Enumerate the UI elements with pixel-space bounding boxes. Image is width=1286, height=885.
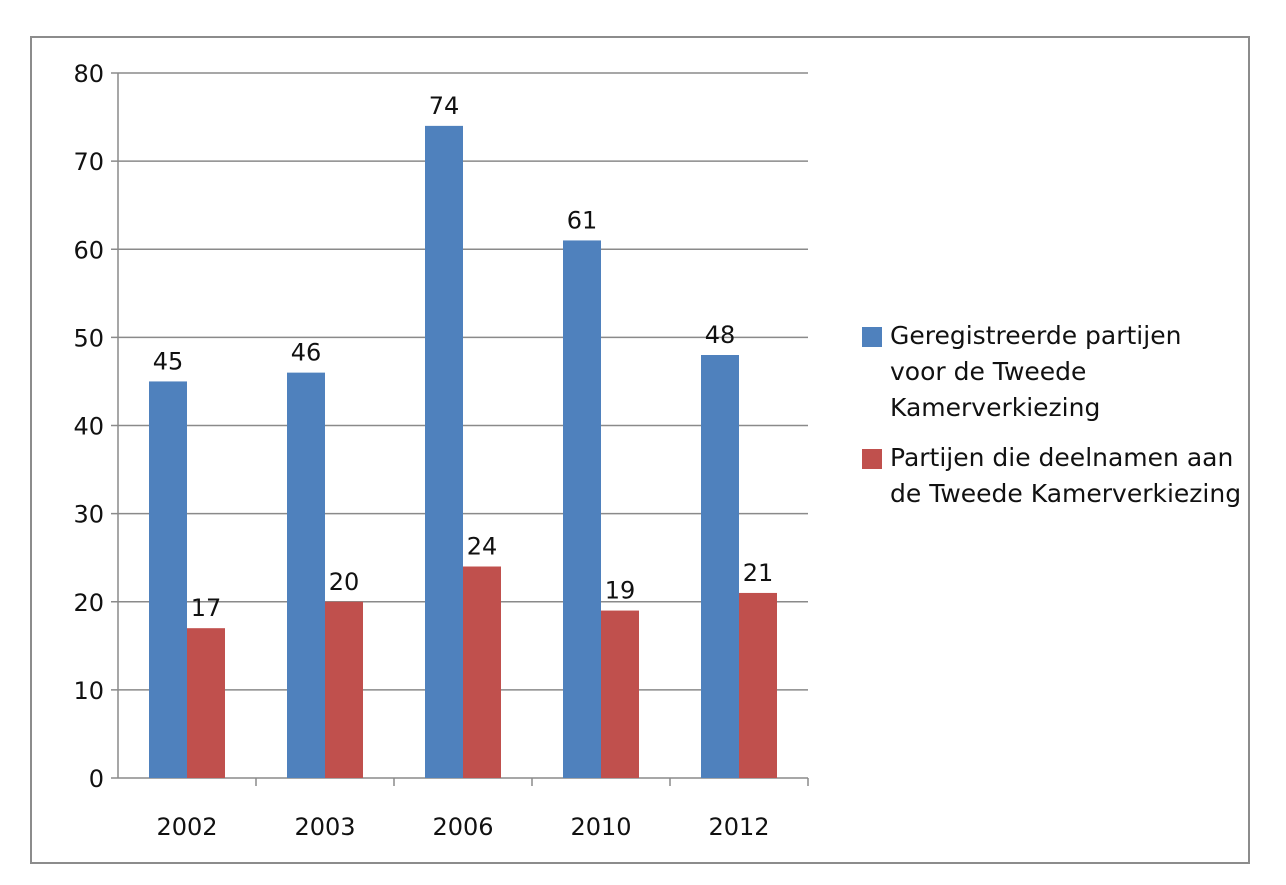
data-labels: 45 17 46 20 74 24 61 19 48 21 bbox=[153, 92, 774, 622]
y-tick-label: 0 bbox=[89, 765, 104, 793]
legend-label-registered: Geregistreerde partijen voor de Tweede K… bbox=[890, 321, 1182, 422]
data-label: 21 bbox=[743, 559, 774, 587]
y-axis-ticks: 0 10 20 30 40 50 60 70 80 bbox=[73, 60, 118, 793]
y-tick-label: 50 bbox=[73, 324, 104, 352]
chart-frame bbox=[30, 36, 1250, 864]
bar-registered-2012 bbox=[701, 355, 739, 778]
bar-participated-2003 bbox=[325, 601, 363, 778]
x-tick-label: 2002 bbox=[156, 813, 217, 841]
y-tick-label: 70 bbox=[73, 148, 104, 176]
y-tick-label: 60 bbox=[73, 236, 104, 264]
x-tick-label: 2006 bbox=[432, 813, 493, 841]
data-label: 17 bbox=[191, 594, 222, 622]
y-tick-label: 30 bbox=[73, 501, 104, 529]
y-tick-label: 40 bbox=[73, 413, 104, 441]
data-label: 61 bbox=[567, 206, 598, 234]
y-tick-label: 80 bbox=[73, 60, 104, 88]
legend: Geregistreerde partijen voor de Tweede K… bbox=[862, 318, 1242, 526]
x-tick-label: 2010 bbox=[570, 813, 631, 841]
data-label: 48 bbox=[705, 321, 736, 349]
bar-participated-2002 bbox=[187, 628, 225, 778]
bar-participated-2006 bbox=[463, 566, 501, 778]
data-label: 45 bbox=[153, 347, 184, 375]
y-tick-label: 10 bbox=[73, 677, 104, 705]
x-tick-label: 2012 bbox=[708, 813, 769, 841]
y-tick-label: 20 bbox=[73, 589, 104, 617]
bar-participated-2010 bbox=[601, 610, 639, 778]
data-label: 20 bbox=[329, 568, 360, 596]
bar-registered-2010 bbox=[563, 240, 601, 778]
data-label: 46 bbox=[291, 339, 322, 367]
data-label: 74 bbox=[429, 92, 460, 120]
legend-swatch-participated bbox=[862, 449, 882, 469]
data-label: 24 bbox=[467, 533, 498, 561]
bar-participated-2012 bbox=[739, 592, 777, 778]
bar-registered-2003 bbox=[287, 372, 325, 778]
legend-swatch-registered bbox=[862, 327, 882, 347]
legend-item-participated: Partijen die deelnamen aan de Tweede Kam… bbox=[862, 440, 1242, 512]
legend-label-participated: Partijen die deelnamen aan de Tweede Kam… bbox=[890, 443, 1242, 508]
bar-registered-2006 bbox=[425, 125, 463, 778]
x-tick-label: 2003 bbox=[294, 813, 355, 841]
legend-item-registered: Geregistreerde partijen voor de Tweede K… bbox=[862, 318, 1242, 426]
bar-registered-2002 bbox=[149, 381, 187, 778]
bars bbox=[149, 125, 777, 778]
data-label: 19 bbox=[605, 577, 636, 605]
x-axis-ticks: 2002 2003 2006 2010 2012 bbox=[156, 778, 809, 841]
